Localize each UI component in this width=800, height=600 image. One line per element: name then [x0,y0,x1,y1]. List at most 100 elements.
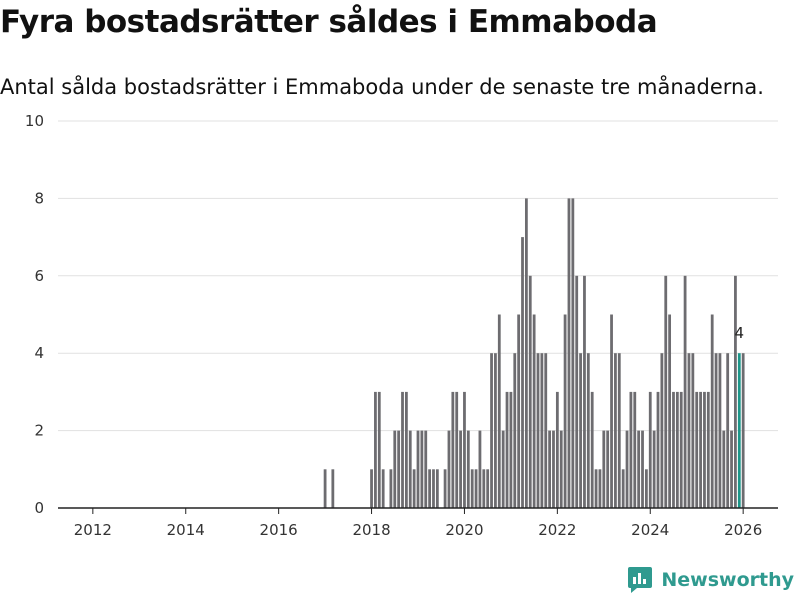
y-tick-label-10: 10 [25,112,44,130]
bar-2022-05 [571,198,575,508]
bar-2023-12 [644,469,648,508]
newsworthy-logo-icon [628,567,653,593]
bar-2024-10 [683,275,687,508]
bar-2020-06 [482,469,486,508]
bar-2025-02 [699,391,702,508]
bar-2020-07 [486,469,490,508]
bar-2018-12 [412,469,416,508]
bar-2022-03 [563,314,567,508]
bar-2020-09 [494,353,497,508]
bar-2025-07 [718,353,722,508]
bar-2023-03 [610,314,613,508]
bar-2024-12 [691,353,695,508]
brand: Newsworthy [627,566,794,594]
bar-2024-02 [652,430,656,508]
bar-2026-01 [741,353,745,508]
bar-2021-12 [552,430,555,508]
bar-2022-07 [579,353,582,508]
x-tick-label-2012: 2012 [74,521,112,539]
bar-2018-01 [370,469,373,508]
bar-2023-11 [641,430,644,508]
bar-2020-04 [474,469,478,508]
bar-2019-11 [455,391,459,508]
y-tick-label-6: 6 [34,267,44,285]
chart-title: Fyra bostadsrätter såldes i Emmaboda [0,4,658,40]
bar-2025-10 [730,430,733,508]
bar-2021-07 [532,314,536,508]
bar-2019-09 [447,430,451,508]
bar-2019-03 [424,430,428,508]
bar-2025-08 [722,430,726,508]
x-tick-label-2026: 2026 [724,521,762,539]
bar-2024-06 [668,314,672,508]
bar-2021-11 [548,430,552,508]
bar-2023-10 [637,430,641,508]
bar-2018-04 [381,469,385,508]
bar-2021-10 [544,353,548,508]
bar-2021-03 [517,314,521,508]
brand-name: Newsworthy [661,569,794,591]
chart-subtitle: Antal sålda bostadsrätter i Emmaboda und… [0,75,764,99]
bar-2018-03 [377,391,381,508]
y-tick-label-2: 2 [34,422,44,440]
axes [58,507,778,514]
x-tick-label-2014: 2014 [167,521,205,539]
bars [323,198,745,508]
bar-2023-05 [617,353,621,508]
bar-2019-02 [420,430,424,508]
bar-2020-01 [463,391,466,508]
bar-2025-01 [695,391,699,508]
y-tick-label-4: 4 [34,344,44,362]
bar-2023-07 [625,430,629,508]
bar-2023-06 [621,469,625,508]
bar-2025-09 [726,353,730,508]
bar-2019-10 [451,391,455,508]
bar-2022-11 [594,469,598,508]
y-tick-label-0: 0 [34,499,44,517]
bar-2021-04 [521,237,524,508]
bar-2024-04 [660,353,664,508]
bar-2024-09 [679,391,683,508]
bar-2022-12 [598,469,602,508]
bar-2021-06 [528,275,532,508]
bar-2018-02 [374,391,377,508]
bar-2017-01 [323,469,327,508]
bar-2023-01 [602,430,606,508]
bar-2020-11 [501,430,505,508]
x-tick-label-2020: 2020 [445,521,483,539]
bar-2020-08 [490,353,493,508]
bar-2018-08 [397,430,401,508]
x-tick-label-2016: 2016 [260,521,298,539]
bar-2021-08 [536,353,540,508]
bar-2024-11 [687,353,691,508]
x-tick-label-2018: 2018 [352,521,390,539]
bar-2024-07 [672,391,675,508]
bar-2019-08 [443,469,447,508]
bar-2021-02 [513,353,517,508]
bar-2022-02 [559,430,563,508]
bar-2024-08 [675,391,679,508]
bar-2018-07 [393,430,397,508]
bar-2023-04 [614,353,617,508]
bar-2018-11 [408,430,412,508]
bar-2025-12 [737,353,741,508]
bar-2020-10 [497,314,501,508]
bar-2022-01 [555,391,559,508]
bar-2019-01 [416,430,420,508]
y-tick-label-8: 8 [34,189,44,207]
bar-2023-08 [629,391,633,508]
bar-2021-09 [540,353,544,508]
x-tick-label-2022: 2022 [538,521,576,539]
bar-2022-08 [583,275,586,508]
bar-2023-09 [633,391,637,508]
bar-2023-02 [606,430,610,508]
bar-2022-09 [586,353,590,508]
bar-2021-05 [524,198,528,508]
bar-2022-06 [575,275,579,508]
bar-2020-03 [470,469,474,508]
bar-2025-05 [710,314,714,508]
bar-2024-05 [664,275,668,508]
bar-2017-03 [331,469,335,508]
bar-2022-10 [590,391,594,508]
